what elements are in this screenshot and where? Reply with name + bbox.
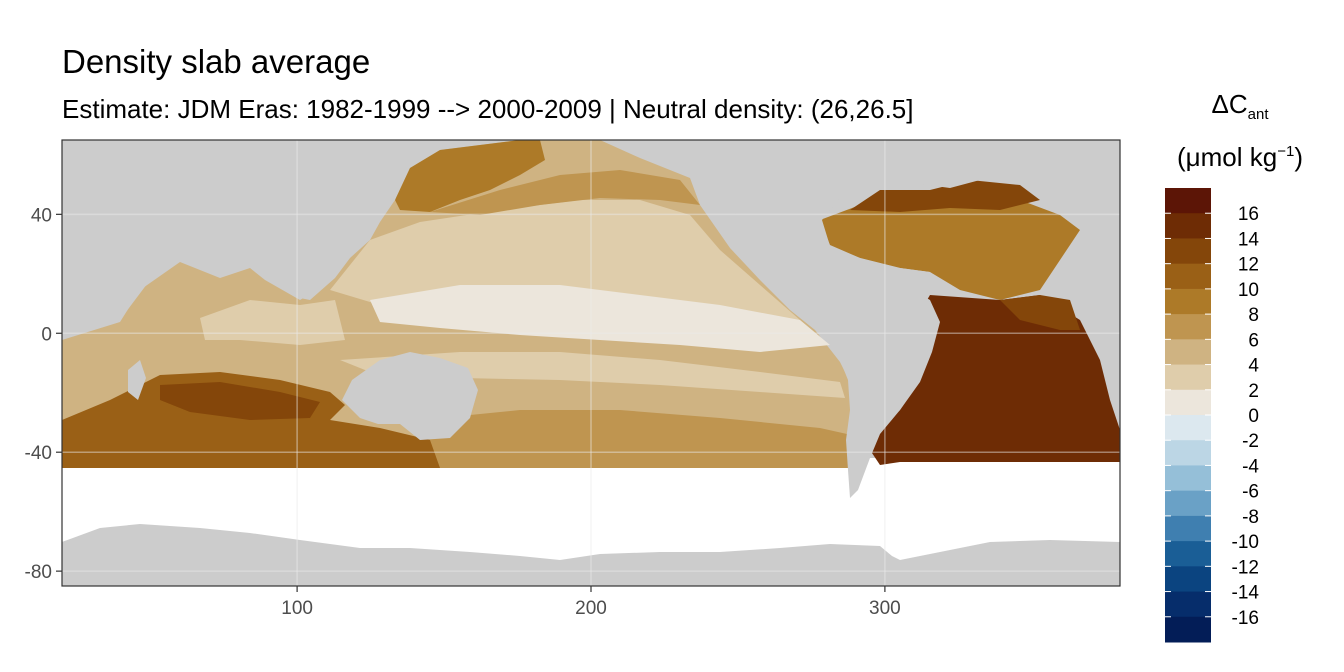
colorbar-swatch: [1165, 213, 1211, 239]
colorbar-label: -4: [1242, 456, 1259, 477]
greenland-land: [900, 140, 1060, 188]
legend-title-unit: (μmol kg−1): [1160, 136, 1320, 173]
madagascar-land: [128, 360, 146, 400]
north-atlantic-subpolar: [850, 180, 1040, 212]
north-west-pacific-dark: [395, 140, 545, 212]
colorbar-swatch: [1165, 541, 1211, 567]
legend-symbol: ΔC: [1211, 89, 1248, 119]
colorbar-swatch: [1165, 339, 1211, 366]
colorbar-label: -2: [1242, 431, 1259, 452]
colorbar-swatch: [1165, 591, 1211, 618]
colorbar-swatch: [1165, 389, 1211, 416]
x-tick-label: 200: [575, 598, 607, 619]
map-gridlines: [62, 140, 1120, 586]
south-america-land: [812, 262, 940, 498]
colorbar-swatch: [1165, 490, 1211, 517]
colorbar-label: 0: [1248, 406, 1259, 427]
colorbar-label: 10: [1238, 280, 1259, 301]
colorbar-label: -10: [1232, 532, 1259, 553]
y-tick-label: 40: [31, 205, 52, 226]
colorbar-label: -8: [1242, 507, 1259, 528]
west-africa-land: [1040, 240, 1120, 328]
legend-unit-prefix: (μmol kg: [1177, 142, 1278, 172]
australia-land: [342, 352, 478, 440]
x-tick-label: 100: [281, 598, 313, 619]
colorbar-swatch: [1165, 188, 1211, 214]
north-atlantic: [820, 190, 1080, 300]
y-tick-label: -80: [25, 562, 52, 583]
south-pacific-darker-band: [420, 410, 856, 468]
south-pacific-light-band: [340, 352, 845, 398]
map-panel: [62, 140, 1120, 586]
colorbar-swatch: [1165, 616, 1211, 643]
colorbar-label: 6: [1248, 330, 1259, 351]
legend-unit-superscript: −1: [1277, 143, 1295, 160]
colorbar-swatch: [1165, 238, 1211, 265]
legend-title-symbol: ΔCant: [1160, 88, 1320, 131]
plot-subtitle: Estimate: JDM Eras: 1982-1999 --> 2000-2…: [62, 94, 914, 124]
colorbar-label: -6: [1242, 482, 1259, 503]
legend-symbol-subscript: ant: [1247, 106, 1269, 123]
colorbar-label: 16: [1238, 204, 1259, 225]
north-america-land: [695, 140, 930, 292]
plot-title: Density slab average: [62, 43, 371, 80]
colorbar-swatch: [1165, 566, 1211, 593]
colorbar-swatch: [1165, 415, 1211, 441]
legend-unit-suffix: ): [1294, 142, 1303, 172]
europe-land: [1050, 140, 1120, 240]
colorbar-swatch: [1165, 263, 1211, 290]
asia-land: [250, 140, 410, 300]
south-indian-ocean-darkest: [160, 382, 320, 420]
colorbar-swatch: [1165, 515, 1211, 542]
colorbar-label: 14: [1238, 229, 1260, 250]
colorbar-swatch: [1165, 314, 1211, 340]
x-tick-label: 300: [869, 598, 901, 619]
antarctica-land: [62, 526, 1120, 586]
north-pacific-mid: [430, 170, 700, 215]
colorbar-swatch: [1165, 465, 1211, 492]
south-indian-ocean-dark: [62, 372, 440, 468]
colorbar-label: -16: [1232, 608, 1259, 629]
atlantic-near-africa: [1000, 295, 1080, 330]
colorbar-swatch: [1165, 288, 1211, 315]
colorbar-swatch: [1165, 440, 1211, 466]
colorbar-label: 4: [1248, 356, 1259, 377]
north-indian-ocean-light: [200, 300, 345, 345]
colorbar-swatch: [1165, 364, 1211, 391]
colorbar-label: 2: [1248, 381, 1259, 402]
colorbar-label: 12: [1238, 255, 1259, 276]
equatorial-pacific-light-band: [370, 285, 830, 352]
colorbar-label: -14: [1232, 583, 1260, 604]
colorbar-label: 8: [1248, 305, 1259, 326]
y-tick-label: 0: [41, 324, 52, 345]
y-tick-label: -40: [25, 443, 52, 464]
colorbar-legend: 16 14 12 10 8 6 4 2 0 -2 -4 -6 -8 -10 -12 -14 -16: [1165, 188, 1259, 643]
colorbar-label: -12: [1232, 557, 1259, 578]
